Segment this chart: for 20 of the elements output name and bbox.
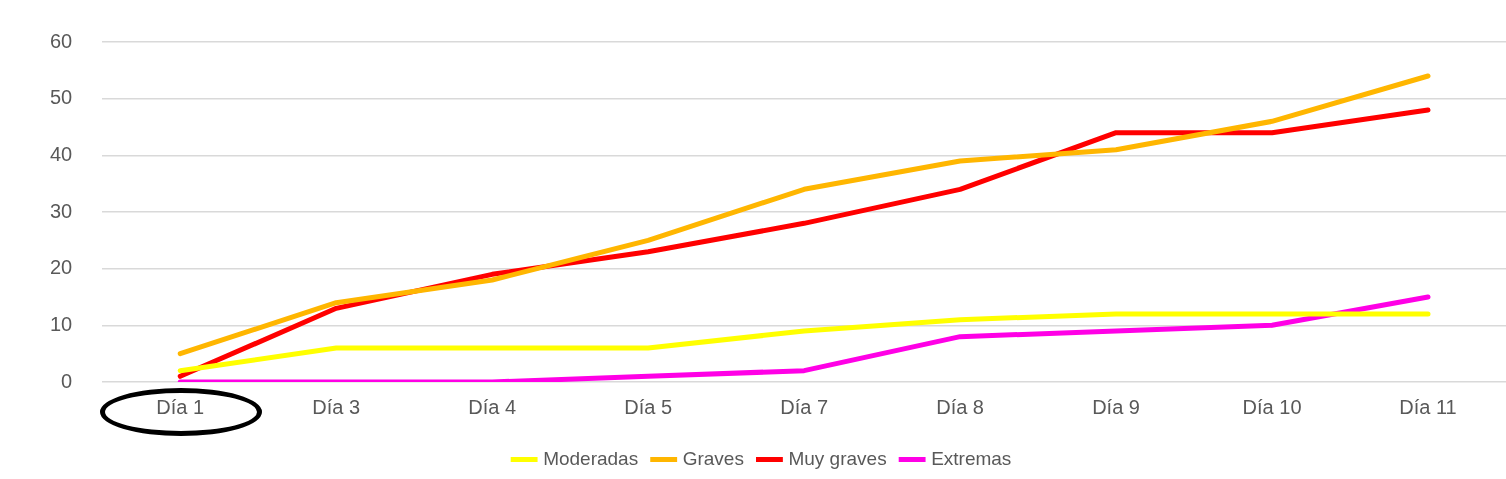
x-tick-label: Día 7 <box>780 395 829 418</box>
y-tick-label: 60 <box>50 29 73 52</box>
x-tick-label: Día 10 <box>1242 395 1302 418</box>
x-tick-label: Día 8 <box>936 395 984 418</box>
legend-label: Extremas <box>931 447 1012 469</box>
y-tick-label: 50 <box>50 86 73 109</box>
y-tick-label: 30 <box>50 199 73 222</box>
y-tick-label: 0 <box>61 369 73 392</box>
y-tick-label: 20 <box>50 256 73 279</box>
x-tick-label: Día 3 <box>312 395 361 418</box>
x-tick-label: Día 11 <box>1399 395 1457 418</box>
legend-label: Graves <box>682 447 744 469</box>
legend-label: Moderadas <box>543 447 639 469</box>
x-tick-label: Día 1 <box>156 395 205 418</box>
legend-label: Muy graves <box>788 447 887 469</box>
x-tick-label: Día 9 <box>1092 395 1140 418</box>
y-tick-label: 10 <box>50 312 73 335</box>
y-tick-label: 40 <box>50 142 73 165</box>
x-tick-label: Día 4 <box>468 395 517 418</box>
x-tick-label: Día 5 <box>624 395 673 418</box>
